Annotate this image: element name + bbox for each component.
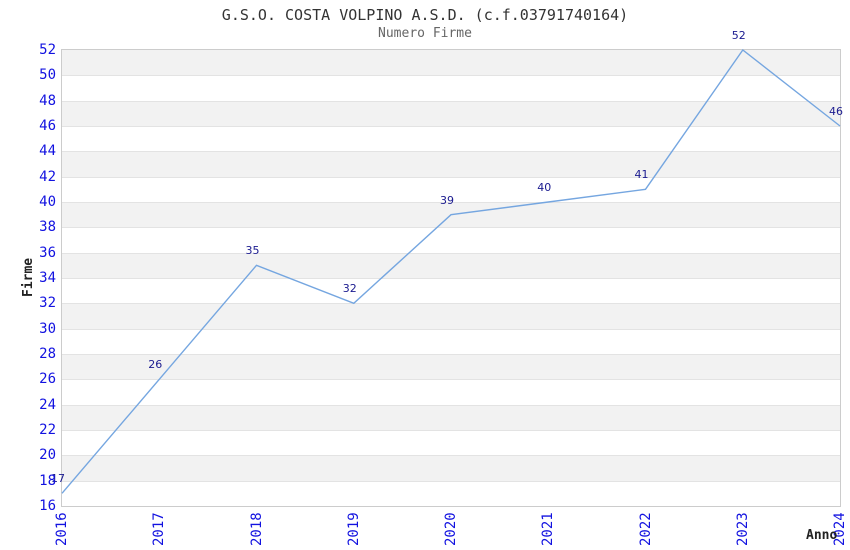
y-tick-label: 46 [39, 118, 56, 134]
x-tick-label: 2017 [151, 512, 168, 546]
x-tick-label: 2022 [637, 512, 654, 546]
chart-subtitle: Numero Firme [378, 26, 472, 41]
x-tick-label: 2023 [734, 512, 751, 546]
plot-area: 17 26 35 32 39 40 41 52 46 [51, 29, 843, 507]
grid-band [62, 455, 840, 481]
y-tick-label: 20 [39, 447, 56, 464]
data-point-label: 52 [731, 29, 746, 42]
data-point-label: 32 [342, 282, 357, 296]
y-tick-label: 40 [39, 194, 56, 210]
x-tick-label: 2021 [540, 512, 557, 546]
y-tick-label: 52 [39, 42, 56, 58]
y-tick-label: 48 [39, 92, 56, 109]
y-tick-label: 24 [39, 396, 56, 413]
y-tick-label: 38 [39, 219, 56, 236]
grid-band [62, 480, 840, 506]
data-point-label: 17 [51, 472, 65, 486]
data-point-label: 46 [829, 105, 843, 118]
y-tick-label: 18 [39, 472, 56, 489]
y-axis-title: Firme [21, 257, 36, 297]
grid-band [62, 227, 840, 253]
x-tick-label: 2016 [54, 512, 70, 546]
grid-band [62, 176, 840, 202]
grid-band [62, 126, 840, 152]
x-tick-label: 2019 [345, 512, 362, 546]
y-tick-label: 30 [39, 320, 56, 337]
y-tick-label: 36 [39, 244, 56, 261]
grid-band [62, 354, 840, 380]
x-tick-label: 2018 [248, 512, 265, 546]
y-tick-label: 34 [39, 270, 56, 286]
x-axis-title: Anno [806, 528, 838, 543]
y-tick-label: 28 [39, 346, 56, 362]
grid-band [62, 100, 840, 126]
series-line [61, 48, 841, 494]
y-tick-label: 50 [39, 67, 56, 84]
y-tick-label: 32 [39, 295, 56, 312]
data-point-label: 39 [440, 193, 454, 207]
chart-title: G.S.O. COSTA VOLPINO A.S.D. (c.f.0379174… [221, 6, 629, 24]
data-point-label: 35 [245, 244, 260, 258]
grid-band [62, 379, 840, 405]
y-tick-label: 22 [39, 422, 56, 438]
grid-band [62, 50, 840, 76]
y-tick-label: 16 [39, 498, 56, 514]
grid-band [62, 404, 840, 430]
grid-band [62, 430, 840, 456]
x-tick-label: 2020 [443, 512, 459, 546]
grid-band [62, 278, 840, 304]
y-tick-label: 44 [39, 143, 56, 160]
grid-band [62, 252, 840, 278]
grid-band [62, 303, 840, 329]
grid-band [62, 151, 840, 177]
y-tick-label: 26 [39, 371, 56, 388]
data-point-label: 41 [634, 168, 649, 182]
data-point-label: 40 [537, 181, 552, 194]
y-tick-label: 42 [39, 168, 56, 185]
data-point-label: 26 [148, 358, 163, 372]
